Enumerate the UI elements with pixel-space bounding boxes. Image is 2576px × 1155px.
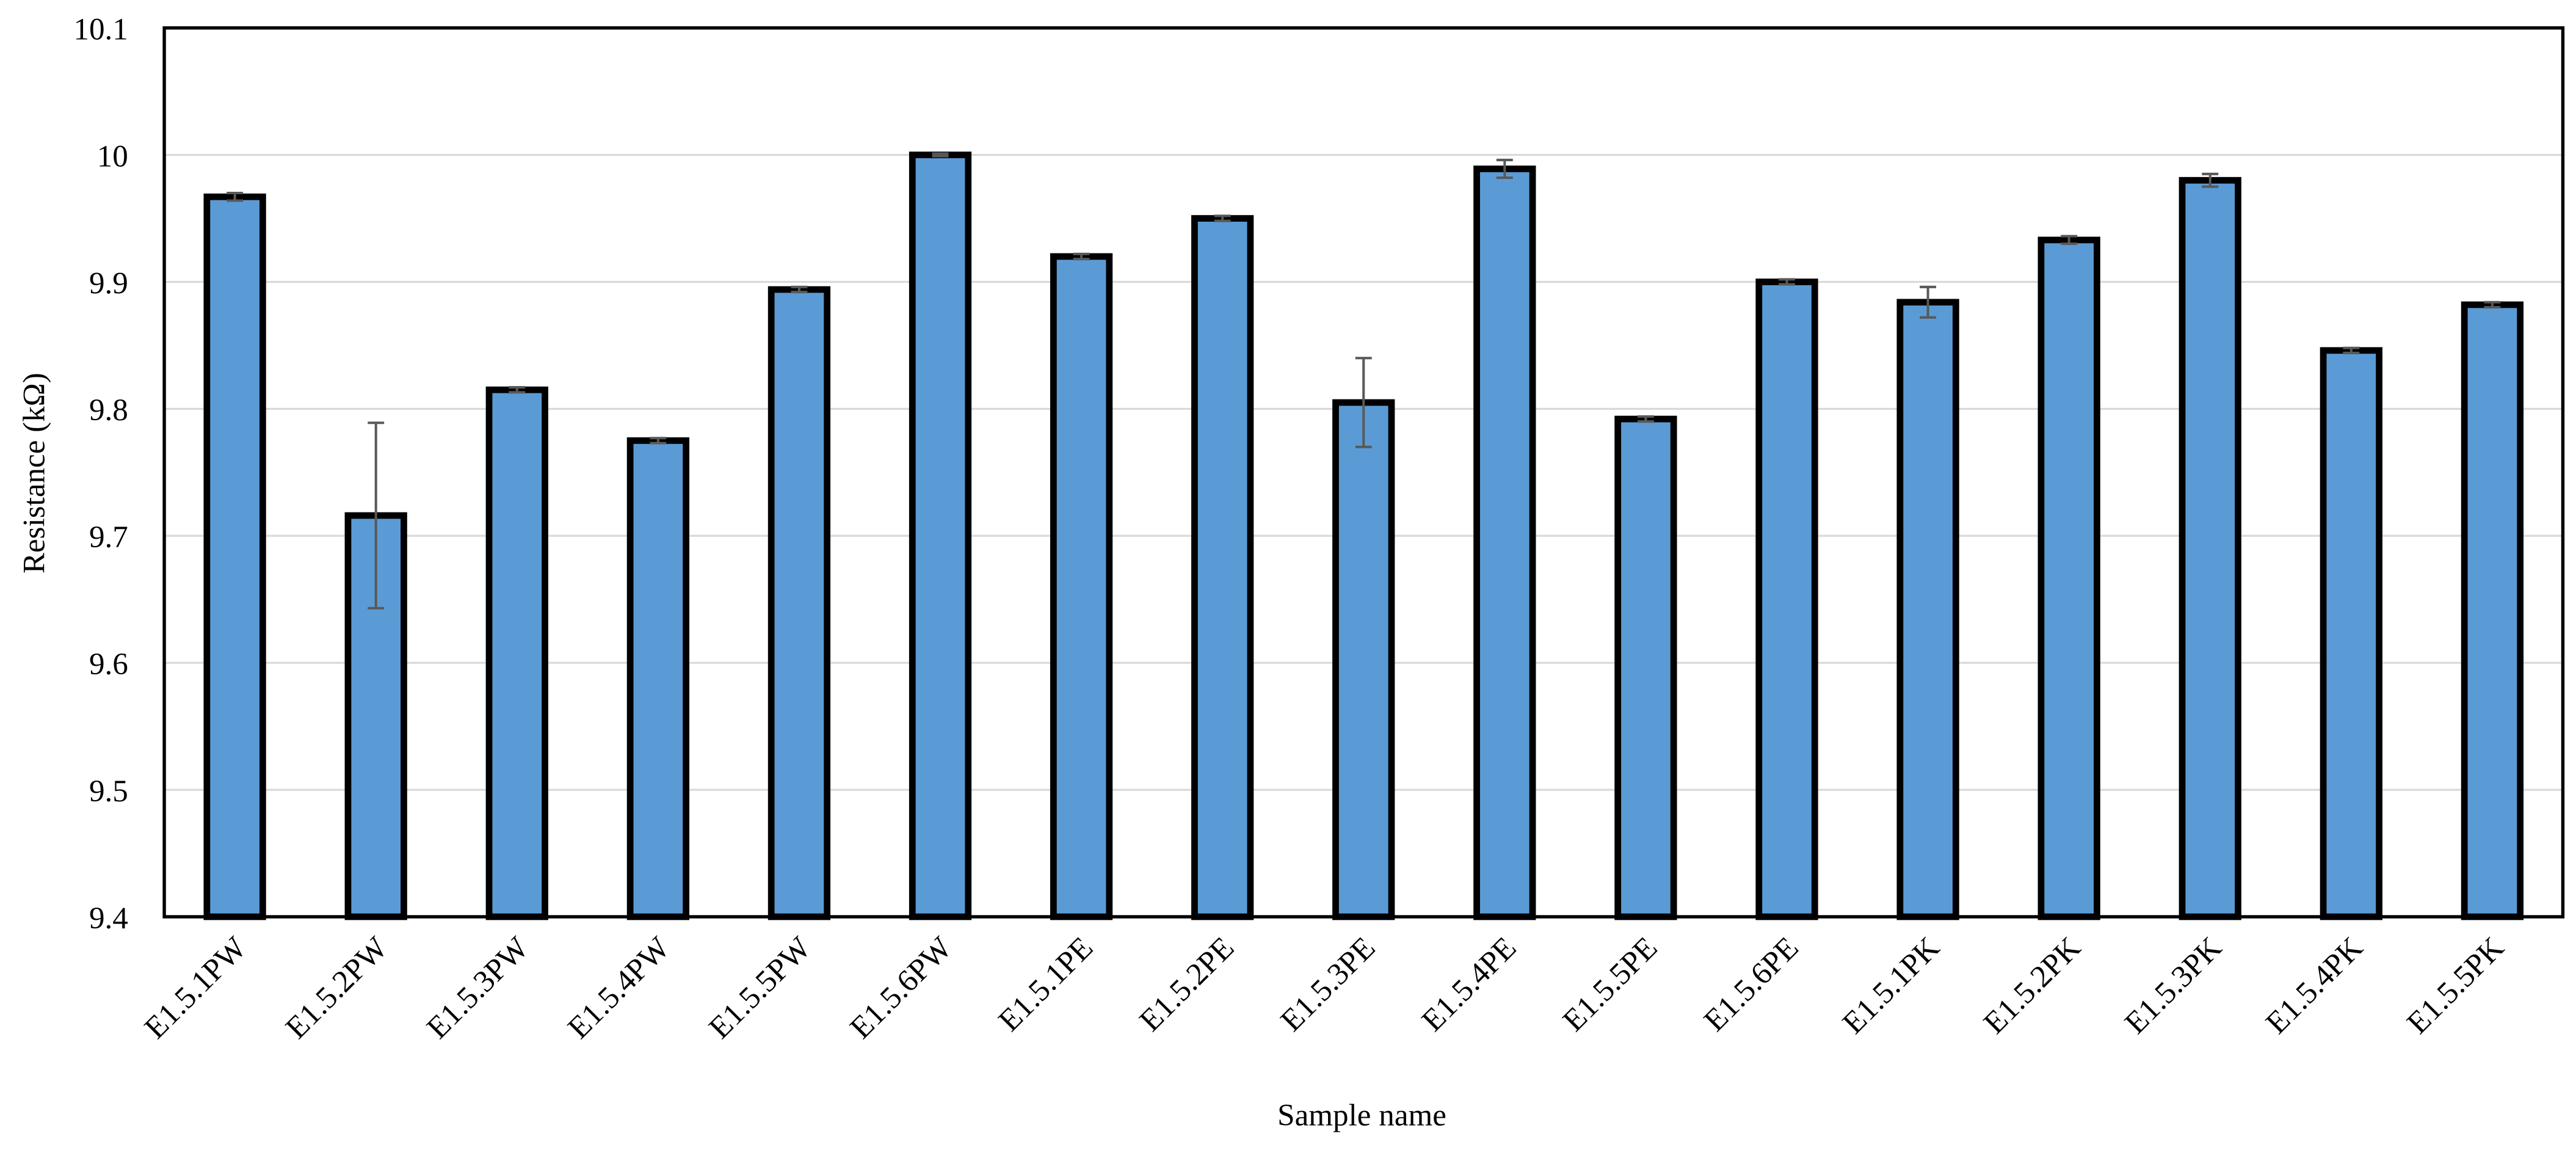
bar [2179,177,2241,920]
bar [626,437,689,920]
bar [1896,299,1959,920]
y-tick-label: 10.1 [73,12,128,47]
y-tick-label: 9.4 [89,901,128,936]
x-tick-label: E1.5.4PW [561,930,677,1045]
x-tick-label: E1.5.6PE [1697,930,1805,1038]
x-tick-label: E1.5.3PE [1274,930,1382,1038]
bar [1332,399,1395,920]
x-tick-label: E1.5.6PW [843,930,959,1045]
x-tick-label: E1.5.4PK [2259,930,2370,1041]
x-tick-label: E1.5.3PW [420,930,535,1045]
bar [1755,279,1818,920]
bar [485,386,548,920]
x-tick-label: E1.5.4PE [1415,930,1523,1038]
bar [909,151,972,920]
x-tick-label: E1.5.1PW [138,930,253,1045]
x-tick-label: E1.5.5PE [1556,930,1664,1038]
y-tick-label: 9.8 [89,393,128,428]
x-tick-label: E1.5.2PW [279,930,394,1045]
y-tick-label: 9.7 [89,520,128,555]
bar [203,193,266,920]
x-tick-label: E1.5.5PK [2400,930,2511,1041]
bar [1473,166,1536,920]
bar [1191,215,1254,920]
x-tick-label: E1.5.3PK [2118,930,2229,1041]
y-tick-label: 9.6 [89,647,128,682]
x-tick-label: E1.5.1PE [992,930,1100,1038]
x-axis-label: Sample name [1277,1098,1446,1133]
bar [2320,347,2382,920]
x-tick-label: E1.5.2PE [1133,930,1241,1038]
x-tick-label: E1.5.5PW [702,930,818,1045]
y-axis-label: Resistance (kΩ) [17,373,52,574]
bar [1614,415,1677,920]
bar [767,286,831,920]
bar [2461,301,2524,920]
y-tick-label: 10 [97,139,128,173]
x-tick-label: E1.5.1PK [1836,930,1947,1041]
x-tick-label: E1.5.2PK [1977,930,2088,1041]
y-tick-label: 9.5 [89,774,128,809]
y-tick-label: 9.9 [89,266,128,301]
bar [2037,236,2100,920]
bar [1050,253,1113,920]
